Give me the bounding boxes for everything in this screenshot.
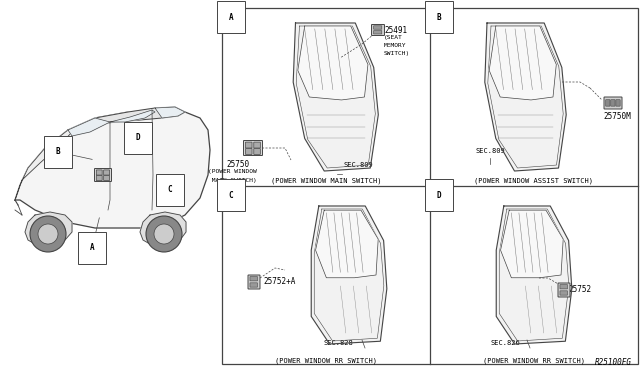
Polygon shape: [496, 206, 572, 344]
Text: R25100FG: R25100FG: [595, 358, 632, 367]
FancyBboxPatch shape: [96, 176, 102, 180]
FancyBboxPatch shape: [605, 100, 610, 106]
FancyBboxPatch shape: [96, 170, 102, 175]
Text: 25752: 25752: [568, 285, 591, 295]
Text: SEC.809: SEC.809: [344, 162, 374, 168]
Polygon shape: [68, 118, 110, 136]
Polygon shape: [489, 26, 556, 100]
Text: D: D: [136, 134, 140, 142]
Text: (POWER WINDOW ASSIST SWITCH): (POWER WINDOW ASSIST SWITCH): [474, 178, 593, 185]
Text: 25750M: 25750M: [603, 112, 631, 121]
Text: D: D: [436, 190, 442, 199]
Bar: [222, 8, 638, 364]
Text: (POWER WINDOW RR SWITCH): (POWER WINDOW RR SWITCH): [275, 357, 377, 363]
Circle shape: [30, 216, 66, 252]
Text: B: B: [436, 13, 442, 22]
Polygon shape: [140, 212, 186, 244]
Polygon shape: [155, 107, 185, 118]
Text: SWITCH): SWITCH): [384, 51, 410, 56]
FancyBboxPatch shape: [250, 283, 257, 287]
FancyBboxPatch shape: [254, 142, 260, 148]
Circle shape: [38, 224, 58, 244]
Text: 25752+A: 25752+A: [263, 278, 296, 286]
FancyBboxPatch shape: [250, 277, 257, 281]
FancyBboxPatch shape: [243, 141, 262, 155]
FancyBboxPatch shape: [604, 97, 622, 109]
Polygon shape: [500, 210, 563, 278]
FancyBboxPatch shape: [374, 26, 382, 29]
FancyBboxPatch shape: [246, 142, 252, 148]
Text: (POWER WINDOW: (POWER WINDOW: [207, 169, 257, 174]
Text: MAIN SWITCH): MAIN SWITCH): [207, 178, 257, 183]
FancyBboxPatch shape: [560, 291, 568, 295]
Polygon shape: [15, 110, 210, 228]
Circle shape: [146, 216, 182, 252]
Polygon shape: [311, 206, 387, 344]
Text: SEC.809: SEC.809: [475, 148, 505, 154]
Polygon shape: [68, 107, 185, 130]
Circle shape: [154, 224, 174, 244]
Text: A: A: [228, 13, 234, 22]
Text: (POWER WINDOW MAIN SWITCH): (POWER WINDOW MAIN SWITCH): [271, 178, 381, 185]
Text: (SEAT: (SEAT: [384, 35, 403, 40]
Text: SEC.828: SEC.828: [323, 340, 353, 346]
Text: C: C: [168, 186, 172, 195]
Text: SEC.826: SEC.826: [490, 340, 520, 346]
Text: B: B: [56, 148, 60, 157]
Text: MEMORY: MEMORY: [384, 43, 406, 48]
FancyBboxPatch shape: [246, 148, 252, 154]
Polygon shape: [25, 212, 72, 244]
Polygon shape: [110, 110, 155, 122]
Text: (POWER WINDOW RR SWITCH): (POWER WINDOW RR SWITCH): [483, 357, 585, 363]
FancyBboxPatch shape: [611, 100, 615, 106]
Text: C: C: [228, 190, 234, 199]
Text: 25491: 25491: [384, 26, 407, 35]
FancyBboxPatch shape: [374, 31, 382, 34]
FancyBboxPatch shape: [560, 285, 568, 289]
Text: 25750: 25750: [227, 160, 250, 169]
Polygon shape: [15, 130, 72, 200]
Text: A: A: [90, 244, 94, 253]
FancyBboxPatch shape: [104, 176, 109, 180]
Polygon shape: [316, 210, 378, 278]
FancyBboxPatch shape: [616, 100, 620, 106]
FancyBboxPatch shape: [104, 170, 109, 175]
FancyBboxPatch shape: [248, 275, 260, 289]
FancyBboxPatch shape: [254, 148, 260, 154]
FancyBboxPatch shape: [558, 283, 570, 297]
Polygon shape: [298, 26, 368, 100]
FancyBboxPatch shape: [371, 25, 385, 35]
Polygon shape: [485, 23, 566, 171]
FancyBboxPatch shape: [95, 169, 111, 182]
Polygon shape: [293, 23, 378, 171]
